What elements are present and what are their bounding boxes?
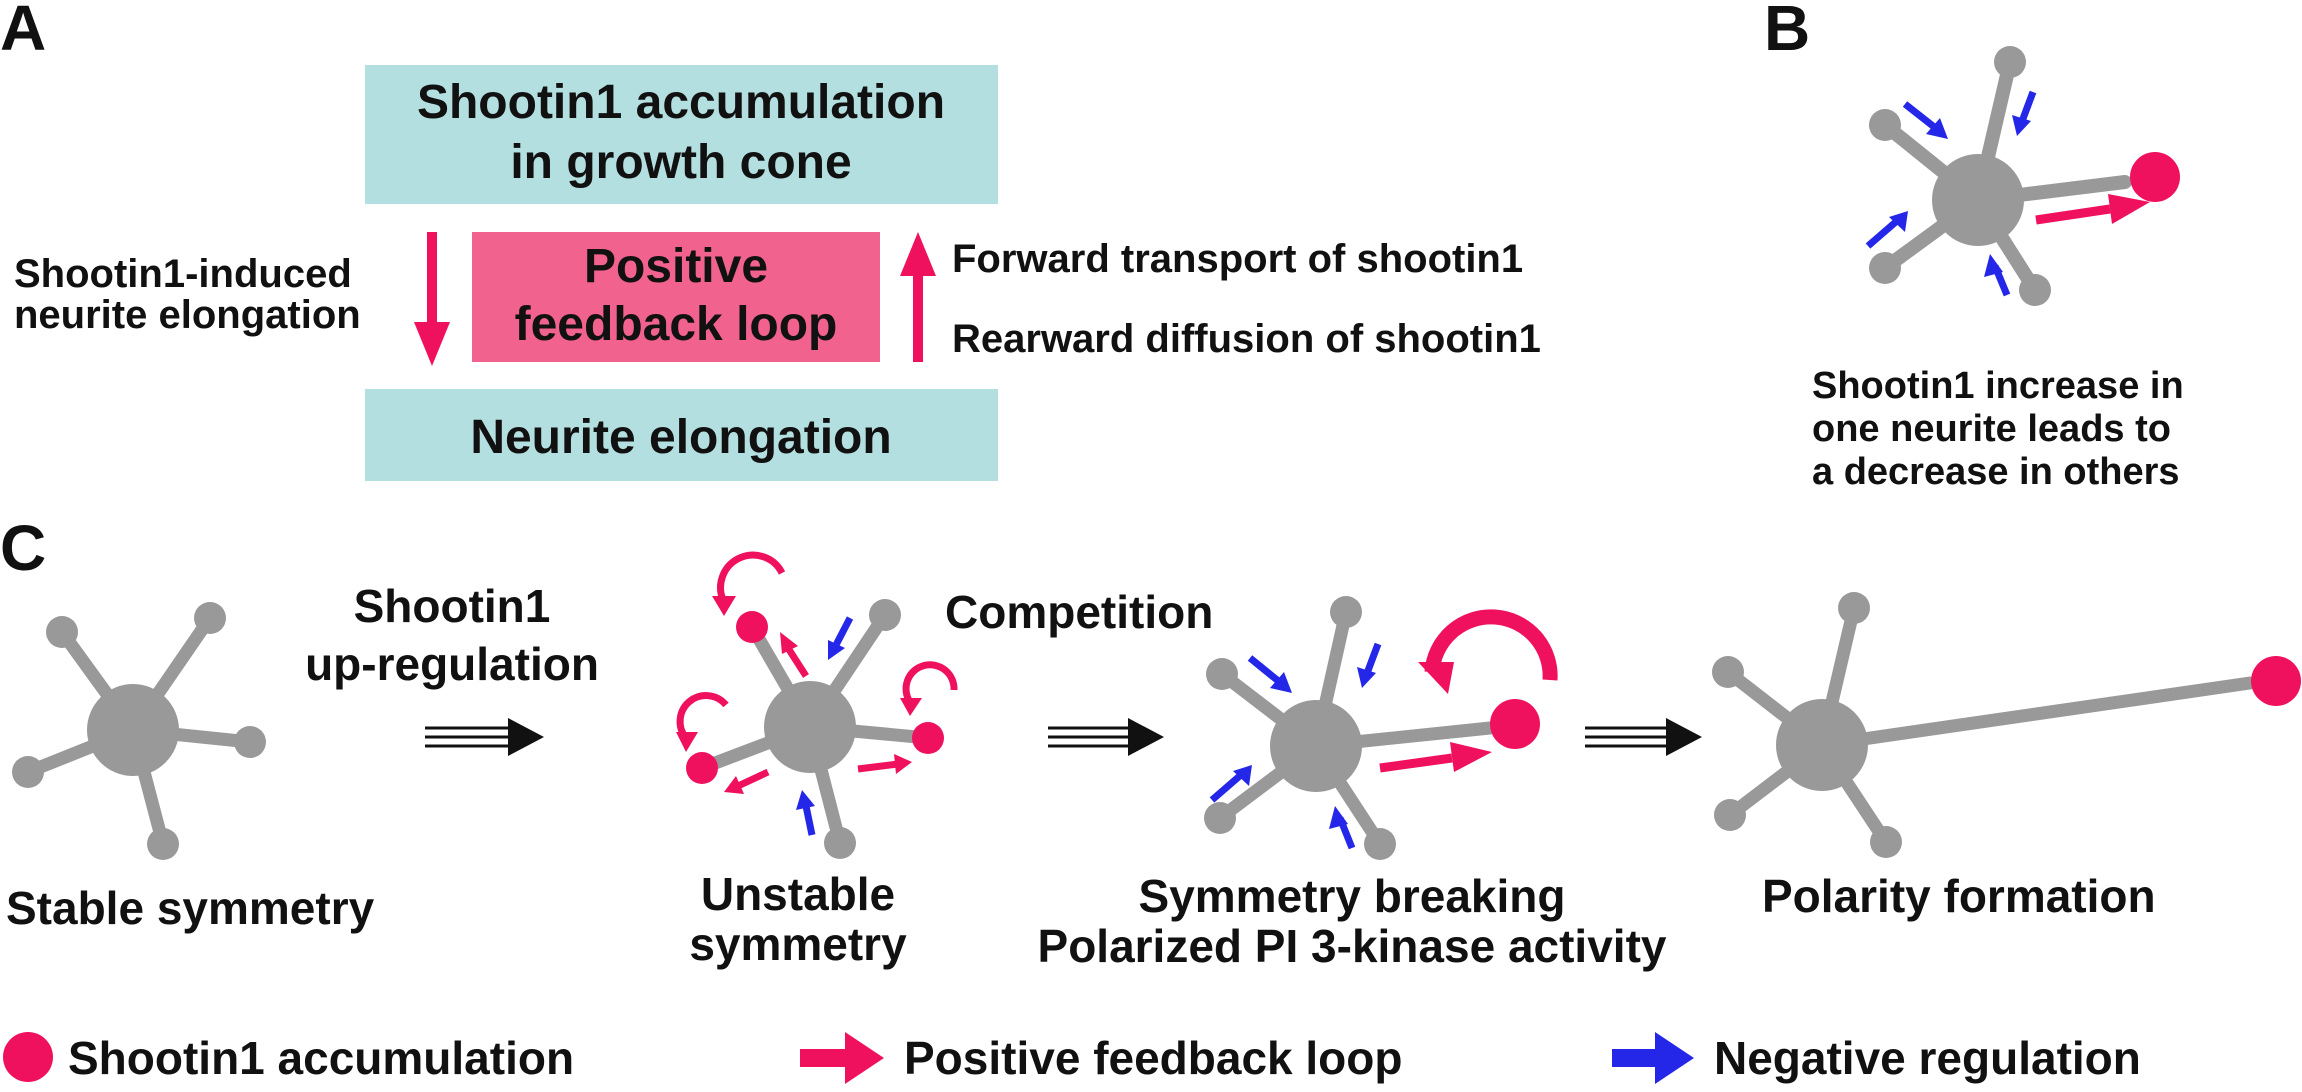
growth-cone-box-line2: in growth cone: [510, 136, 851, 189]
neuron-b: [1869, 46, 2180, 306]
panel-b-caption-line3: a decrease in others: [1812, 451, 2180, 493]
transition-arrow-2-icon: [1048, 718, 1164, 756]
panel-b-caption-line1: Shootin1 increase in: [1812, 365, 2184, 407]
positive-arrow-breaking: [1379, 742, 1492, 773]
legend-accumulation-label: Shootin1 accumulation: [68, 1032, 574, 1084]
panel-a: A Shootin1 accumulation in growth cone P…: [0, 0, 1541, 481]
panel-a-letter: A: [0, 0, 46, 64]
neurite-elongation-box: [365, 389, 998, 481]
growth-cone-box-line1: Shootin1 accumulation: [417, 76, 945, 129]
stage-breaking-label-line1: Symmetry breaking: [1139, 870, 1566, 922]
panel-b-letter: B: [1764, 0, 1810, 64]
legend: Shootin1 accumulation Positive feedback …: [3, 1032, 2141, 1084]
neuron-polarized: [1712, 592, 2301, 858]
forward-transport-label: Forward transport of shootin1: [952, 237, 1523, 281]
feedback-loop-box-line1: Positive: [584, 240, 768, 293]
stage-unstable-label-line1: Unstable: [701, 868, 895, 920]
legend-negative-icon: [1612, 1032, 1694, 1084]
panel-c: C Stable symmetry Shootin1 up-regulation: [0, 512, 2301, 972]
feedback-loop-box-line2: feedback loop: [515, 298, 838, 351]
stage-stable-symmetry-label: Stable symmetry: [6, 882, 375, 934]
positive-arrow-b: [2035, 194, 2150, 225]
panel-b-caption-line2: one neurite leads to: [1812, 408, 2171, 450]
legend-positive-label: Positive feedback loop: [904, 1032, 1402, 1084]
legend-positive-icon: [800, 1032, 884, 1084]
rearward-diffusion-label: Rearward diffusion of shootin1: [952, 317, 1541, 361]
down-arrow-icon: [414, 232, 450, 366]
up-arrow-icon: [900, 232, 936, 362]
neuron-stable: [12, 602, 266, 860]
panel-b: B: [1764, 0, 2184, 493]
feedback-loop-heads: [676, 596, 922, 752]
negative-arrows-b: [1865, 90, 2037, 297]
transition-arrow-3-icon: [1585, 718, 1702, 756]
feedback-loop-box: [472, 232, 880, 362]
transition-competition-label: Competition: [945, 586, 1213, 638]
negative-arrows-unstable: [796, 616, 854, 836]
neurite-elongation-box-label: Neurite elongation: [470, 411, 891, 464]
shootin1-induced-label-line2: neurite elongation: [14, 293, 361, 337]
stage-unstable-label-line2: symmetry: [689, 918, 907, 970]
stage-polarity-label: Polarity formation: [1762, 870, 2156, 922]
stage-breaking-label-line2: Polarized PI 3-kinase activity: [1038, 920, 1667, 972]
negative-arrows-breaking: [1209, 642, 1382, 850]
shootin1-induced-label-line1: Shootin1-induced: [14, 252, 352, 296]
neuron-unstable: [686, 599, 944, 859]
transition-arrow-1-icon: [425, 718, 544, 756]
panel-c-letter: C: [0, 512, 46, 584]
positive-arrows-unstable: [724, 632, 912, 794]
legend-negative-label: Negative regulation: [1714, 1032, 2141, 1084]
neuron-breaking: [1204, 596, 1540, 860]
big-feedback-loop-icon: [1418, 609, 1558, 694]
transition-upregulation-line2: up-regulation: [305, 638, 599, 690]
legend-accumulation-icon: [3, 1032, 53, 1082]
feedback-loops-unstable: [676, 551, 958, 741]
growth-cone-box: [365, 65, 998, 204]
shootin1-accumulation-dot: [2130, 152, 2180, 202]
transition-upregulation-line1: Shootin1: [354, 580, 551, 632]
